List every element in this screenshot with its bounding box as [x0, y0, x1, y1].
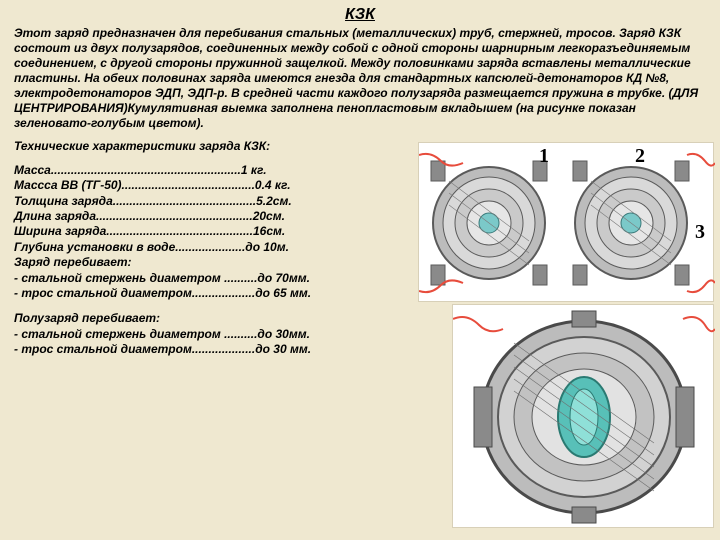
diagram-top: 1 2 3 — [418, 142, 714, 302]
diagram-top-svg — [419, 143, 715, 303]
diagram-label-3: 3 — [695, 221, 705, 244]
description-paragraph: Этот заряд предназначен для перебивания … — [14, 26, 706, 131]
page-title: КЗК — [14, 6, 706, 24]
diagram-label-2: 2 — [635, 145, 645, 168]
diagram-label-1: 1 — [539, 145, 549, 168]
diagram-bottom — [452, 304, 714, 528]
diagram-bottom-svg — [453, 305, 715, 529]
